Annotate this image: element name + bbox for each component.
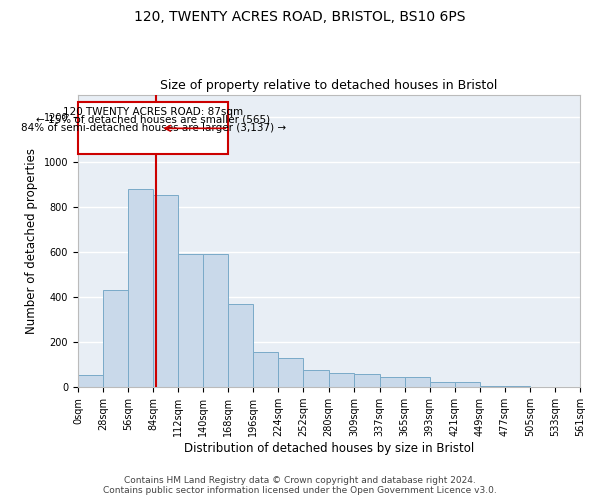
Text: 120 TWENTY ACRES ROAD: 87sqm: 120 TWENTY ACRES ROAD: 87sqm xyxy=(63,107,243,117)
Bar xyxy=(128,189,153,387)
Text: Contains HM Land Registry data © Crown copyright and database right 2024.
Contai: Contains HM Land Registry data © Crown c… xyxy=(103,476,497,495)
Bar xyxy=(203,254,228,387)
Bar xyxy=(253,352,278,387)
Bar xyxy=(430,382,455,387)
Bar xyxy=(153,194,178,387)
Title: Size of property relative to detached houses in Bristol: Size of property relative to detached ho… xyxy=(160,79,497,92)
Bar xyxy=(355,374,380,387)
Bar xyxy=(103,290,128,387)
Bar xyxy=(505,386,530,387)
X-axis label: Distribution of detached houses by size in Bristol: Distribution of detached houses by size … xyxy=(184,442,474,455)
Text: ← 15% of detached houses are smaller (565): ← 15% of detached houses are smaller (56… xyxy=(36,115,270,125)
Bar xyxy=(304,370,329,387)
Bar xyxy=(404,377,430,387)
Bar xyxy=(480,386,505,387)
Y-axis label: Number of detached properties: Number of detached properties xyxy=(25,148,38,334)
Bar xyxy=(455,382,480,387)
Bar xyxy=(178,254,203,387)
Bar xyxy=(78,102,228,154)
Text: 84% of semi-detached houses are larger (3,137) →: 84% of semi-detached houses are larger (… xyxy=(20,122,286,132)
Bar xyxy=(380,377,404,387)
Bar xyxy=(329,372,355,387)
Bar xyxy=(228,304,253,387)
Bar xyxy=(278,358,304,387)
Text: 120, TWENTY ACRES ROAD, BRISTOL, BS10 6PS: 120, TWENTY ACRES ROAD, BRISTOL, BS10 6P… xyxy=(134,10,466,24)
Bar xyxy=(78,375,103,387)
